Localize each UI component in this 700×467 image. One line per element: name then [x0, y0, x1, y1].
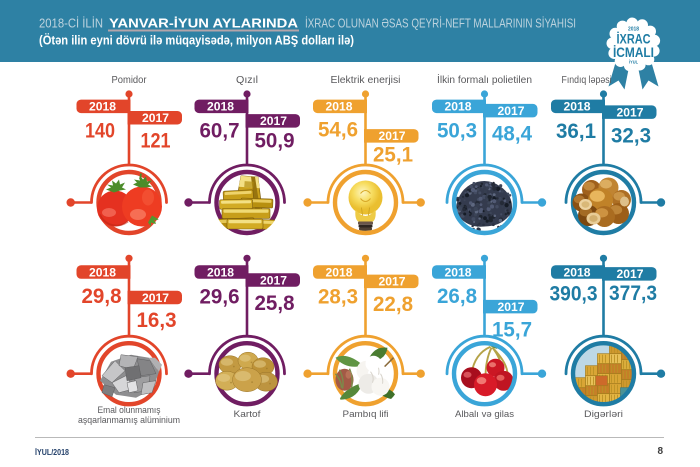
svg-text:2017: 2017: [142, 111, 169, 125]
svg-text:54,6: 54,6: [318, 119, 358, 142]
svg-text:İXRAC: İXRAC: [617, 32, 651, 47]
svg-text:(Ötən ilin eyni dövrü ilə müqa: (Ötən ilin eyni dövrü ilə müqayisədə, mi…: [39, 33, 354, 48]
svg-text:İlkin formalı polietilen: İlkin formalı polietilen: [437, 73, 532, 86]
svg-text:28,3: 28,3: [318, 285, 358, 308]
svg-text:8: 8: [657, 446, 663, 457]
svg-text:2018: 2018: [89, 100, 116, 114]
svg-text:aşqarlanmamış alüminium: aşqarlanmamış alüminium: [78, 415, 180, 426]
svg-text:2018: 2018: [564, 100, 591, 114]
svg-text:2018: 2018: [207, 100, 234, 114]
svg-text:60,7: 60,7: [200, 120, 240, 143]
svg-text:2018: 2018: [564, 265, 591, 279]
svg-text:2018: 2018: [326, 265, 353, 279]
svg-text:2017: 2017: [379, 129, 406, 143]
svg-text:2017: 2017: [498, 104, 525, 118]
svg-text:25,8: 25,8: [255, 292, 295, 315]
svg-text:29,6: 29,6: [200, 285, 240, 308]
svg-text:Albalı və gilas: Albalı və gilas: [455, 409, 514, 420]
svg-text:140: 140: [85, 120, 115, 143]
svg-text:2017: 2017: [617, 267, 644, 281]
svg-text:İYUL/2018: İYUL/2018: [35, 447, 69, 457]
svg-text:2018: 2018: [445, 265, 472, 279]
svg-text:Pambıq lifi: Pambıq lifi: [343, 409, 389, 420]
svg-text:2017: 2017: [260, 273, 287, 287]
svg-text:Pomidor: Pomidor: [112, 74, 147, 86]
svg-text:2017: 2017: [498, 300, 525, 314]
svg-text:50,3: 50,3: [437, 120, 477, 143]
svg-text:Emal olunmamış: Emal olunmamış: [98, 405, 161, 416]
svg-text:2018: 2018: [628, 27, 639, 33]
svg-text:Fındıq ləpəsi: Fındıq ləpəsi: [562, 74, 612, 86]
svg-text:Qızıl: Qızıl: [236, 74, 258, 86]
svg-text:15,7: 15,7: [492, 318, 532, 341]
svg-text:Digərləri: Digərləri: [584, 409, 623, 420]
svg-text:2018: 2018: [326, 100, 353, 114]
svg-text:32,3: 32,3: [611, 124, 651, 147]
svg-text:50,9: 50,9: [255, 130, 295, 153]
svg-text:29,8: 29,8: [82, 285, 122, 308]
svg-text:377,3: 377,3: [609, 282, 657, 305]
svg-text:Kartof: Kartof: [234, 409, 261, 420]
svg-text:Elektrik enerjisi: Elektrik enerjisi: [331, 74, 401, 86]
svg-text:2018: 2018: [89, 265, 116, 279]
svg-text:İYUL: İYUL: [629, 60, 638, 65]
svg-text:2017: 2017: [379, 275, 406, 289]
svg-text:2017: 2017: [260, 114, 287, 128]
svg-text:2018: 2018: [445, 100, 472, 114]
svg-text:121: 121: [141, 130, 171, 153]
svg-text:2018: 2018: [207, 265, 234, 279]
svg-text:16,3: 16,3: [137, 309, 177, 332]
svg-text:2017: 2017: [617, 105, 644, 119]
svg-text:36,1: 36,1: [556, 120, 596, 143]
svg-text:48,4: 48,4: [492, 122, 532, 145]
svg-text:26,8: 26,8: [437, 285, 477, 308]
svg-text:25,1: 25,1: [373, 144, 413, 167]
svg-text:2017: 2017: [142, 291, 169, 305]
svg-text:22,8: 22,8: [373, 293, 413, 316]
svg-text:İCMALI: İCMALI: [613, 45, 654, 60]
svg-text:390,3: 390,3: [550, 282, 598, 305]
